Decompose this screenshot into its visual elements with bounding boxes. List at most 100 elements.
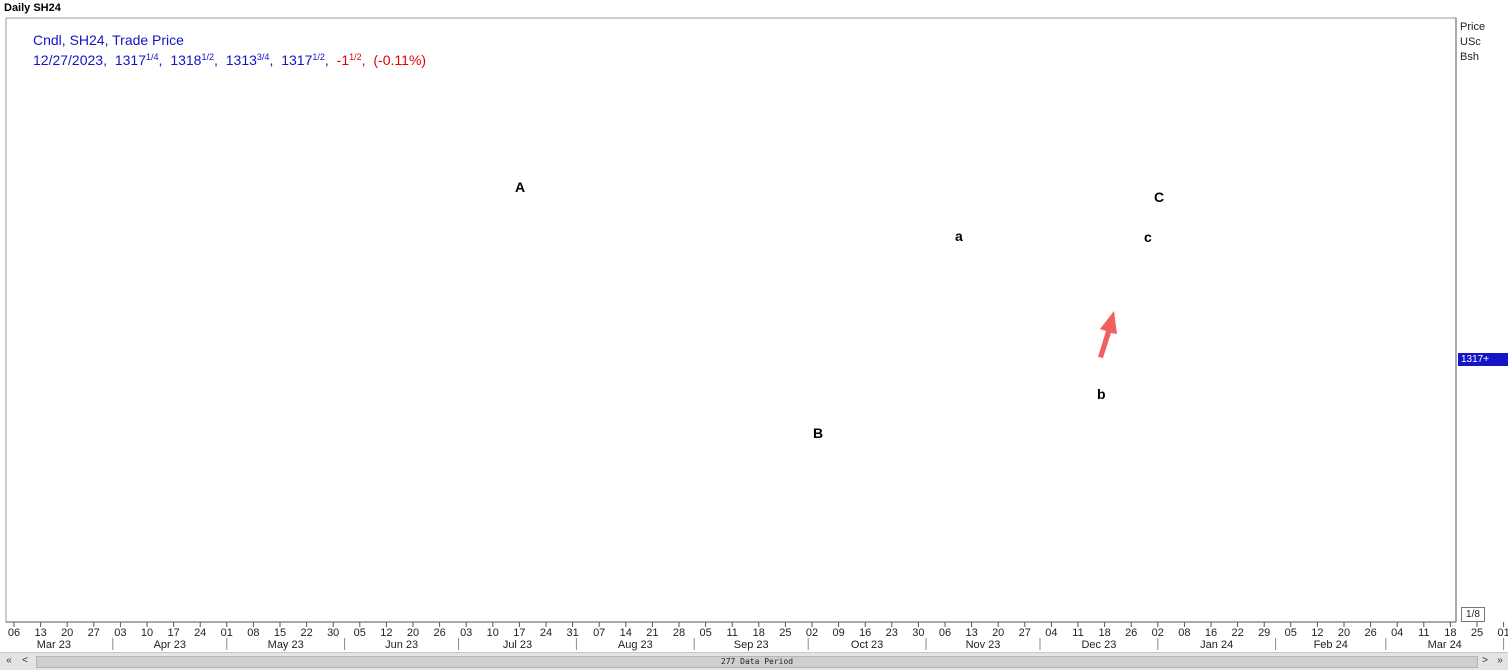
x-tick-label: 26 bbox=[1125, 627, 1137, 639]
wave-label-a-small: a bbox=[955, 228, 963, 244]
x-tick-label: 24 bbox=[194, 627, 206, 639]
x-tick-label: 10 bbox=[141, 627, 153, 639]
x-tick-label: 26 bbox=[1364, 627, 1376, 639]
month-label: Mar 24 bbox=[1428, 639, 1462, 651]
legend-change-pct: (-0.11%) bbox=[373, 52, 426, 68]
scroll-last-button[interactable]: » bbox=[1497, 655, 1503, 666]
scrollbar-thumb[interactable]: 277 Data Period bbox=[36, 656, 1478, 668]
x-tick-label: 29 bbox=[1258, 627, 1270, 639]
x-tick-label: 20 bbox=[992, 627, 1004, 639]
x-tick-label: 16 bbox=[1205, 627, 1217, 639]
x-tick-label: 05 bbox=[699, 627, 711, 639]
x-tick-label: 02 bbox=[1152, 627, 1164, 639]
x-tick-label: 04 bbox=[1045, 627, 1057, 639]
x-tick-label: 25 bbox=[779, 627, 791, 639]
month-label: Nov 23 bbox=[966, 639, 1001, 651]
x-tick-label: 18 bbox=[1444, 627, 1456, 639]
scroll-left-button[interactable]: < bbox=[22, 655, 28, 666]
chart-window-title: Daily SH24 bbox=[4, 2, 61, 14]
x-tick-label: 01 bbox=[221, 627, 233, 639]
x-tick-label: 12 bbox=[1311, 627, 1323, 639]
legend-low: 1313 bbox=[226, 52, 257, 68]
x-tick-label: 06 bbox=[8, 627, 20, 639]
x-tick-label: 14 bbox=[620, 627, 632, 639]
legend-low-frac: 3/4 bbox=[257, 52, 270, 62]
scroll-right-button[interactable]: > bbox=[1482, 655, 1488, 666]
x-tick-label: 12 bbox=[380, 627, 392, 639]
x-tick-label: 13 bbox=[965, 627, 977, 639]
month-label: Oct 23 bbox=[851, 639, 883, 651]
x-tick-label: 31 bbox=[566, 627, 578, 639]
zoom-level-box[interactable]: 1/8 bbox=[1461, 607, 1485, 622]
x-tick-label: 11 bbox=[726, 627, 737, 639]
x-tick-label: 15 bbox=[274, 627, 286, 639]
x-tick-label: 23 bbox=[886, 627, 898, 639]
legend-title: Cndl, SH24, Trade Price bbox=[33, 32, 184, 48]
x-tick-label: 05 bbox=[1285, 627, 1297, 639]
x-tick-label: 07 bbox=[593, 627, 605, 639]
x-tick-label: 10 bbox=[487, 627, 499, 639]
x-tick-label: 18 bbox=[1098, 627, 1110, 639]
price-axis-title-1: Price bbox=[1460, 21, 1485, 33]
price-axis-title-3: Bsh bbox=[1460, 51, 1479, 63]
x-tick-label: 20 bbox=[61, 627, 73, 639]
plot-area[interactable] bbox=[5, 17, 1457, 623]
x-tick-label: 21 bbox=[646, 627, 658, 639]
x-tick-label: 03 bbox=[114, 627, 126, 639]
x-tick-label: 08 bbox=[1178, 627, 1190, 639]
x-tick-label: 27 bbox=[1019, 627, 1031, 639]
x-tick-label: 20 bbox=[1338, 627, 1350, 639]
x-tick-label: 16 bbox=[859, 627, 871, 639]
x-tick-label: 25 bbox=[1471, 627, 1483, 639]
x-tick-label: 04 bbox=[1391, 627, 1403, 639]
month-label: Jul 23 bbox=[503, 639, 532, 651]
legend-change: -1 bbox=[337, 52, 350, 68]
legend-high: 1318 bbox=[170, 52, 201, 68]
x-tick-label: 22 bbox=[300, 627, 312, 639]
wave-label-c-small: c bbox=[1144, 229, 1152, 245]
wave-label-b-small: b bbox=[1097, 386, 1106, 402]
up-arrow-icon bbox=[1098, 311, 1117, 358]
x-tick-label: 03 bbox=[460, 627, 472, 639]
month-label: Jun 23 bbox=[385, 639, 418, 651]
x-tick-label: 13 bbox=[34, 627, 46, 639]
data-period-label: 277 Data Period bbox=[720, 657, 794, 666]
x-tick-label: 17 bbox=[167, 627, 179, 639]
wave-label-C: C bbox=[1154, 189, 1164, 205]
x-tick-label: 11 bbox=[1072, 627, 1083, 639]
legend-close: 1317 bbox=[281, 52, 312, 68]
x-tick-label: 20 bbox=[407, 627, 419, 639]
wave-label-B: B bbox=[813, 425, 823, 441]
legend-open: 1317 bbox=[115, 52, 146, 68]
legend-close-frac: 1/2 bbox=[312, 52, 325, 62]
x-tick-label: 30 bbox=[327, 627, 339, 639]
x-tick-label: 08 bbox=[247, 627, 259, 639]
month-label: Jan 24 bbox=[1200, 639, 1233, 651]
x-tick-label: 02 bbox=[806, 627, 818, 639]
month-label: May 23 bbox=[268, 639, 304, 651]
month-label: Sep 23 bbox=[734, 639, 769, 651]
legend-ohlc: 12/27/2023, 13171/4, 13181/2, 13133/4, 1… bbox=[33, 52, 426, 68]
x-tick-label: 22 bbox=[1231, 627, 1243, 639]
x-tick-label: 17 bbox=[513, 627, 525, 639]
price-axis-title-2: USc bbox=[1460, 36, 1481, 48]
legend-open-frac: 1/4 bbox=[146, 52, 159, 62]
x-tick-label: 18 bbox=[753, 627, 765, 639]
time-scrollbar[interactable]: « < 277 Data Period > » bbox=[0, 652, 1508, 670]
x-tick-label: 26 bbox=[433, 627, 445, 639]
x-tick-label: 30 bbox=[912, 627, 924, 639]
month-label: Feb 24 bbox=[1314, 639, 1348, 651]
legend-change-frac: 1/2 bbox=[349, 52, 362, 62]
x-tick-label: 28 bbox=[673, 627, 685, 639]
x-tick-label: 06 bbox=[939, 627, 951, 639]
x-tick-label: 05 bbox=[354, 627, 366, 639]
scroll-first-button[interactable]: « bbox=[6, 655, 12, 666]
month-label: Dec 23 bbox=[1081, 639, 1116, 651]
x-tick-label: 27 bbox=[88, 627, 100, 639]
current-price-tag: 1317+ bbox=[1458, 353, 1508, 366]
month-label: Aug 23 bbox=[618, 639, 653, 651]
wave-label-A: A bbox=[515, 179, 525, 195]
legend-date: 12/27/2023, bbox=[33, 52, 107, 68]
x-tick-label: 09 bbox=[832, 627, 844, 639]
